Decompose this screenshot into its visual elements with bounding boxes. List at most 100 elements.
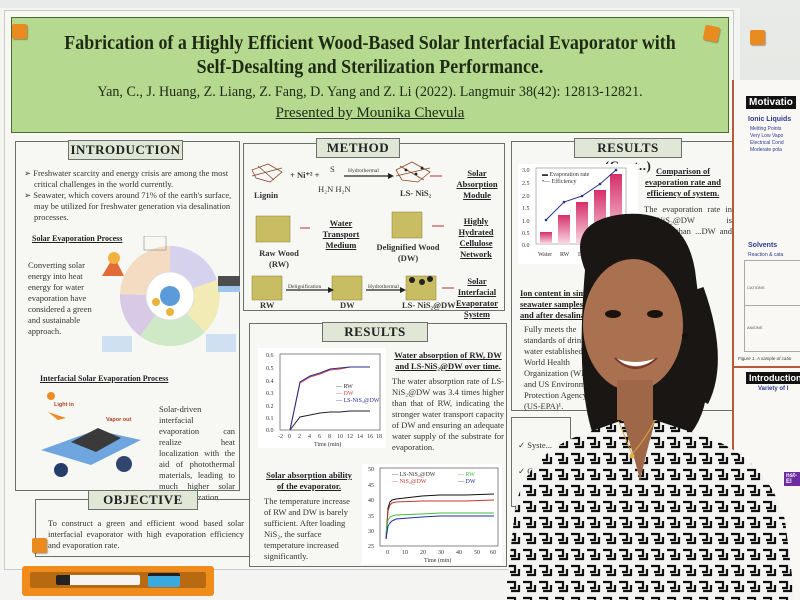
intro-bullet-2: ➢ Seawater, which covers around 71% of t… xyxy=(24,190,232,222)
svg-text:18: 18 xyxy=(376,434,382,440)
svg-text:16: 16 xyxy=(367,434,373,440)
objective-section: OBJECTIVE To construct a green and effic… xyxy=(35,490,253,557)
interfacial-text: Solar-driven interfacial evaporation can… xyxy=(159,404,235,502)
delignified-wood-label: Delignified Wood (DW) xyxy=(376,242,440,263)
svg-text:10: 10 xyxy=(402,550,408,556)
ls-nis2-dw-label: LS- NiS₂@DW xyxy=(402,300,456,310)
svg-text:0.0: 0.0 xyxy=(266,428,274,434)
svg-text:8: 8 xyxy=(328,434,331,440)
poster-title-line2: Self-Desalting and Sterilization Perform… xyxy=(196,57,544,78)
vapor-out-label: Vapor out xyxy=(106,417,132,423)
water-absorption-title: Water absorption of RW, DW and LS-NiS₂@D… xyxy=(394,350,502,371)
method-diagram xyxy=(251,161,454,301)
introduction-heading: INTRODUCTION xyxy=(68,140,183,160)
hydrothermal-label-1: Hydrothermal xyxy=(348,168,379,174)
poster-title-banner: Fabrication of a Highly Efficient Wood-B… xyxy=(11,17,729,133)
svg-text:0.3: 0.3 xyxy=(266,391,274,397)
whiteboard-marker[interactable] xyxy=(56,575,140,585)
introduction-section: INTRODUCTION ➢ Freshwater scarcity and e… xyxy=(15,140,240,502)
svg-text:— LS-NiS₂@DW: — LS-NiS₂@DW xyxy=(391,472,436,478)
presenter-person xyxy=(505,213,795,600)
svg-text:50: 50 xyxy=(474,550,480,556)
svg-text:10: 10 xyxy=(337,434,343,440)
interfacial-evaporation-diagram xyxy=(41,392,141,477)
svg-text:50: 50 xyxy=(368,467,374,473)
svg-text:0.5: 0.5 xyxy=(522,231,530,237)
hydrothermal-label-2: Hydrothermal xyxy=(368,284,399,290)
magnet xyxy=(750,30,765,45)
comparison-title: Comparison of evaporation rate and effic… xyxy=(644,166,722,198)
lignin-label: Lignin xyxy=(254,190,279,200)
introduction-heading-neighbor: Introduction xyxy=(746,372,800,384)
svg-text:35: 35 xyxy=(368,514,374,520)
magnet xyxy=(702,24,721,43)
svg-text:30: 30 xyxy=(438,550,444,556)
introduction-bullets: ➢ Freshwater scarcity and energy crisis … xyxy=(24,168,234,223)
svg-text:— RW: — RW xyxy=(335,384,353,390)
ion-content-title: Ion content in simulated seawater sample… xyxy=(520,288,609,320)
results-section: RESULTS 0.6 0.5 0.4 0.3 0.2 0.1 0.0 -2 0 2 4 6 8 10 1… xyxy=(249,322,507,567)
objective-text: To construct a green and efficient wood … xyxy=(48,518,244,550)
solar-purification-diagram xyxy=(102,236,240,352)
svg-text:— RW: — RW xyxy=(457,472,475,478)
svg-text:20: 20 xyxy=(420,550,426,556)
rw-label: RW xyxy=(260,300,275,310)
variety-label: Variety of I xyxy=(758,386,789,392)
svg-text:0: 0 xyxy=(288,434,291,440)
purple-band: nst-El xyxy=(784,472,800,486)
figure-caption: Figure 1. A sample of catio xyxy=(738,356,792,361)
svg-text:40: 40 xyxy=(456,550,462,556)
svg-text:RW: RW xyxy=(560,252,570,258)
objective-heading: OBJECTIVE xyxy=(88,490,198,510)
whiteboard-eraser[interactable] xyxy=(148,573,180,587)
svg-text:— DW: — DW xyxy=(457,479,476,485)
poster-citation: Yan, C., J. Huang, Z. Liang, Z. Fang, D.… xyxy=(97,84,643,100)
solar-evaporation-text: Converting solar energy into heat energy… xyxy=(28,260,92,336)
svg-text:0.1: 0.1 xyxy=(266,416,274,422)
results-cont-heading: RESULTS (Cont..) xyxy=(574,138,682,173)
svg-text:14: 14 xyxy=(357,434,363,440)
cation-anion-figure: CATIONS ANIONS xyxy=(744,260,800,352)
svg-text:Time (min): Time (min) xyxy=(314,441,341,448)
ionic-liquids-label: Ionic Liquids xyxy=(748,116,792,123)
intro-bullet-1: ➢ Freshwater scarcity and energy crisis … xyxy=(24,168,229,189)
interfacial-subtitle: Interfacial Solar Evaporation Process xyxy=(40,374,169,383)
svg-text:12: 12 xyxy=(347,434,353,440)
thiourea-n: H₂N H₂N xyxy=(318,184,351,194)
marker-tray xyxy=(22,566,214,596)
svg-text:2: 2 xyxy=(298,434,301,440)
water-absorption-text: The water absorption rate of LS-NiS₂@DW … xyxy=(392,376,504,452)
solar-absorption-title: Solar absorption ability of the evaporat… xyxy=(266,470,352,491)
svg-text:6: 6 xyxy=(318,434,321,440)
solar-absorption-text: The temperature increase of RW and DW is… xyxy=(264,496,350,561)
conclusion-fragment: ✓ Syste... xyxy=(518,440,553,450)
delignification-label: Delignification xyxy=(288,284,322,290)
ls-nis2-label: LS- NiS₂ xyxy=(400,188,432,198)
water-absorption-chart: 0.60.50.40.30.20.10.0 -2 0 2 4 6 8 10 12 14 16 18 … xyxy=(258,348,386,448)
ion-content-text: Fully meets the standards of drinking wa… xyxy=(524,324,602,411)
ionic-liquids-list: Melting Points Very Low Vapo Electrical Co… xyxy=(750,126,784,153)
solvents-label: Solvents xyxy=(748,242,778,249)
solar-evaporation-subtitle: Solar Evaporation Process xyxy=(32,234,123,243)
temperature-chart: 50 45 40 35 30 25 0 10 20 30 40 50 60 Time (min) — … xyxy=(362,464,502,564)
svg-text:— LS-NiS₂@DW: — LS-NiS₂@DW xyxy=(335,398,380,404)
svg-text:40: 40 xyxy=(368,498,374,504)
svg-text:0.0: 0.0 xyxy=(522,243,530,249)
poster-title-line1: Fabrication of a Highly Efficient Wood-B… xyxy=(64,33,676,54)
svg-text:— DW: — DW xyxy=(335,391,354,397)
svg-text:25: 25 xyxy=(368,544,374,550)
method-section: METHOD Lignin + Ni⁺² + S H₂N H₂N Hydroth… xyxy=(243,138,505,319)
svg-text:0.5: 0.5 xyxy=(266,366,274,372)
svg-text:▬ Evaporation rate: ▬ Evaporation rate xyxy=(542,172,590,178)
motivation-heading: Motivatio xyxy=(746,96,796,109)
svg-text:1.5: 1.5 xyxy=(522,206,530,212)
magnet xyxy=(12,24,27,39)
method-heading: METHOD xyxy=(316,138,400,158)
results-heading: RESULTS xyxy=(322,322,428,342)
svg-text:30: 30 xyxy=(368,529,374,535)
water-transport-medium: Water Transport Medium xyxy=(322,218,360,250)
svg-text:Water: Water xyxy=(538,252,552,258)
svg-text:1.0: 1.0 xyxy=(522,219,530,225)
svg-text:Time (min): Time (min) xyxy=(424,557,451,564)
svg-text:4: 4 xyxy=(308,434,311,440)
